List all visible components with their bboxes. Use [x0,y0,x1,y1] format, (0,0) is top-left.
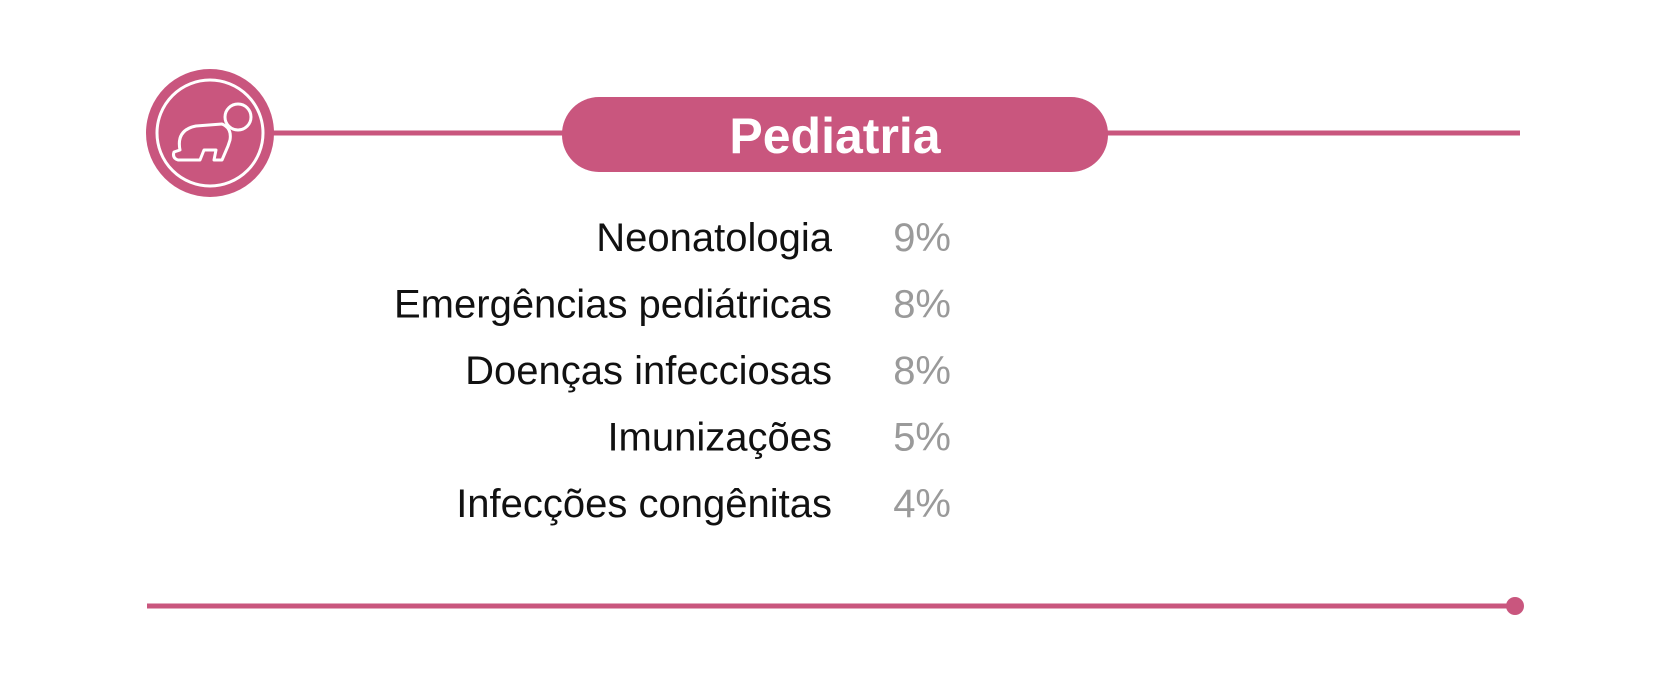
footer-rule [147,597,1524,615]
category-label: Imunizações [607,416,832,460]
crawling-baby-icon [146,69,274,197]
category-label: Infecções congênitas [456,482,832,526]
footer-dot [1506,597,1524,615]
value-label: 5% [893,416,951,460]
value-label: 8% [893,283,951,327]
value-label: 8% [893,349,951,393]
category-label: Emergências pediátricas [394,283,832,327]
category-label: Doenças infecciosas [465,349,832,393]
value-label: 9% [893,216,951,260]
chart-title: Pediatria [729,108,941,164]
value-label: 4% [893,482,951,526]
category-label: Neonatologia [596,216,832,260]
title-pill: Pediatria [562,97,1108,172]
bar-rows: Neonatologia 9% Emergências pediátricas 8% D… [394,216,1455,526]
